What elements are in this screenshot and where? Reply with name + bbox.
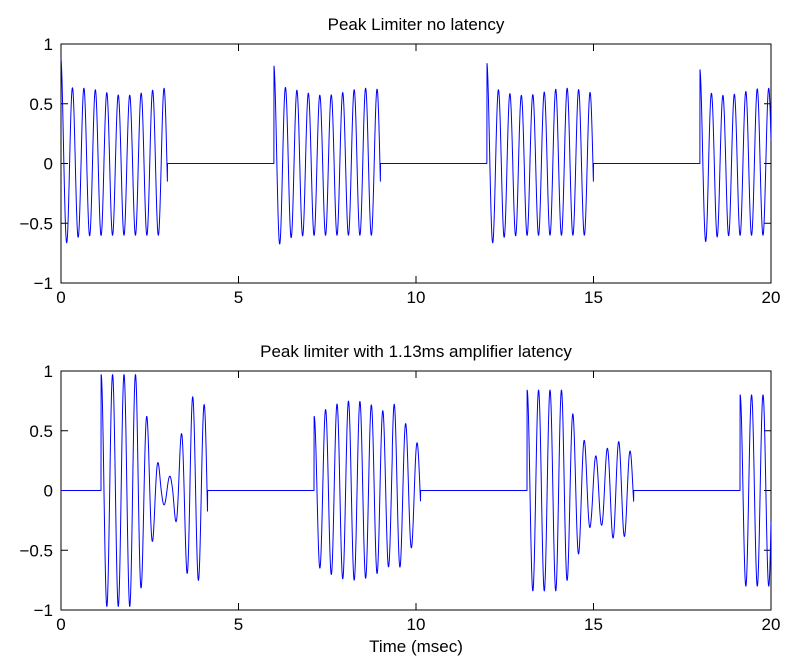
top-panel: Peak Limiter no latency 0 5 10 15 20 1 0.5 0 −0… — [19, 15, 780, 307]
x-axis-label: Time (msec) — [369, 637, 463, 656]
bottom-chart-title: Peak limiter with 1.13ms amplifier laten… — [260, 342, 572, 361]
y-tick-label-4: −1 — [34, 601, 53, 620]
x-tick-label-3: 15 — [584, 615, 603, 634]
x-tick-label-4: 20 — [762, 288, 781, 307]
bottom-waveform-line — [60, 374, 772, 607]
top-chart-title: Peak Limiter no latency — [328, 15, 505, 34]
y-tick-label-2: 0 — [44, 155, 53, 174]
x-tick-label-0: 0 — [56, 615, 65, 634]
bottom-y-ticks: 1 0.5 0 −0.5 −1 — [19, 362, 771, 620]
x-tick-label-1: 5 — [234, 288, 243, 307]
x-tick-label-1: 5 — [234, 615, 243, 634]
top-x-ticks: 0 5 10 15 20 — [56, 44, 780, 307]
bottom-x-ticks: 0 5 10 15 20 — [56, 371, 780, 634]
y-tick-label-2: 0 — [44, 482, 53, 501]
y-tick-label-3: −0.5 — [19, 541, 53, 560]
y-tick-label-1: 0.5 — [29, 422, 53, 441]
x-tick-label-4: 20 — [762, 615, 781, 634]
x-tick-label-0: 0 — [56, 288, 65, 307]
y-tick-label-4: −1 — [34, 274, 53, 293]
top-waveform-line — [60, 58, 772, 245]
x-tick-label-3: 15 — [584, 288, 603, 307]
x-tick-label-2: 10 — [407, 288, 426, 307]
y-tick-label-3: −0.5 — [19, 214, 53, 233]
y-tick-label-0: 1 — [44, 35, 53, 54]
bottom-panel: Peak limiter with 1.13ms amplifier laten… — [19, 342, 780, 656]
y-tick-label-0: 1 — [44, 362, 53, 381]
top-y-ticks: 1 0.5 0 −0.5 −1 — [19, 35, 771, 293]
x-tick-label-2: 10 — [407, 615, 426, 634]
y-tick-label-1: 0.5 — [29, 95, 53, 114]
